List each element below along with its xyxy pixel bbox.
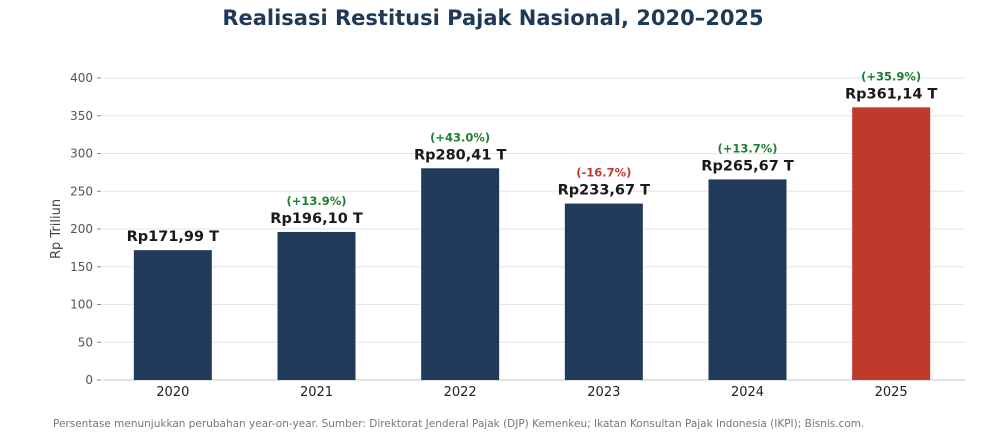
data-label: Rp171,99 T bbox=[127, 229, 220, 245]
y-tick-label: 200 bbox=[70, 222, 93, 236]
x-tick-label: 2024 bbox=[731, 385, 764, 400]
bar bbox=[564, 203, 643, 380]
y-tick-label: 50 bbox=[78, 335, 93, 349]
data-label: Rp233,67 T bbox=[558, 183, 651, 199]
chart-title: Realisasi Restitusi Pajak Nasional, 2020… bbox=[222, 6, 764, 30]
bar bbox=[708, 179, 787, 380]
data-label: Rp196,10 T bbox=[270, 211, 363, 227]
y-tick-label: 250 bbox=[70, 184, 93, 198]
change-label: (+43.0%) bbox=[430, 130, 490, 144]
x-tick-label: 2020 bbox=[156, 385, 189, 400]
y-tick-label: 0 bbox=[85, 373, 93, 387]
x-tick-label: 2021 bbox=[300, 385, 333, 400]
y-tick-label: 400 bbox=[70, 71, 93, 85]
change-label: (+35.9%) bbox=[861, 69, 921, 83]
bar bbox=[133, 250, 212, 380]
data-label: Rp280,41 T bbox=[414, 147, 507, 163]
y-tick-label: 150 bbox=[70, 260, 93, 274]
change-label: (+13.7%) bbox=[717, 141, 777, 155]
bar bbox=[421, 168, 500, 380]
y-tick-label: 300 bbox=[70, 147, 93, 161]
bar bbox=[277, 231, 356, 380]
y-tick-label: 350 bbox=[70, 109, 93, 123]
y-axis-label: Rp Triliun bbox=[49, 199, 64, 259]
x-tick-label: 2023 bbox=[587, 385, 620, 400]
chart-footnote: Persentase menunjukkan perubahan year-on… bbox=[53, 418, 865, 430]
change-label: (-16.7%) bbox=[576, 166, 631, 180]
x-tick-label: 2022 bbox=[444, 385, 477, 400]
data-label: Rp361,14 T bbox=[845, 86, 938, 102]
y-tick-label: 100 bbox=[70, 298, 93, 312]
bar bbox=[852, 107, 931, 381]
data-label: Rp265,67 T bbox=[701, 158, 794, 174]
change-label: (+13.9%) bbox=[286, 194, 346, 208]
x-tick-label: 2025 bbox=[875, 385, 908, 400]
